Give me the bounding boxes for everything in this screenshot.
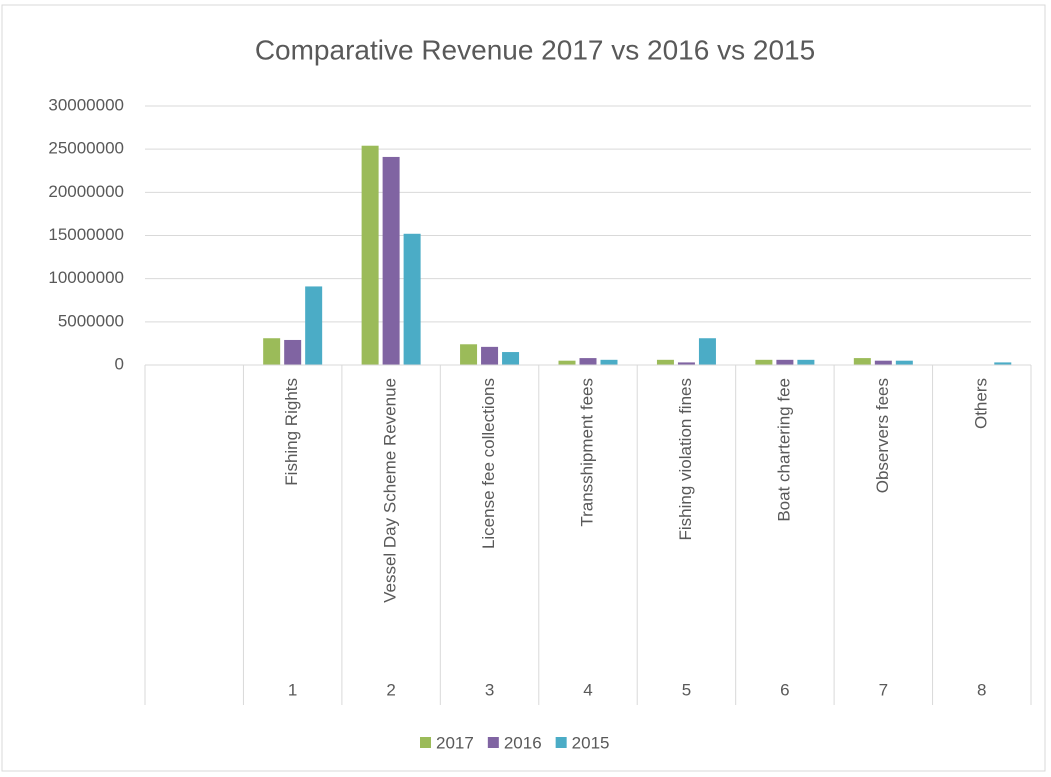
bar [481,346,499,365]
legend-swatch [420,737,431,748]
x-tick-label: Transshipment fees [577,378,596,527]
bar [558,360,576,365]
bar [994,362,1012,365]
y-tick-label: 30000000 [48,95,124,114]
bar [460,344,478,365]
legend-label: 2017 [436,733,474,752]
y-tick-label: 0 [115,354,124,373]
bar [403,233,421,365]
x-group-label: 5 [682,680,691,699]
legend-label: 2015 [572,733,610,752]
x-group-label: 2 [386,680,395,699]
x-tick-label: Vessel Day Scheme Revenue [381,378,400,603]
bar [797,359,815,365]
bar [874,360,892,365]
bar [776,359,794,365]
bar [263,338,281,365]
bar [755,359,773,365]
x-tick-label: License fee collections [479,378,498,549]
bar [853,358,871,365]
chart-title: Comparative Revenue 2017 vs 2016 vs 2015 [255,34,815,65]
legend-swatch [487,737,499,748]
y-tick-label: 25000000 [48,139,124,158]
x-tick-label: Observers fees [873,378,892,493]
x-group-label: 8 [977,680,986,699]
bar [895,360,913,365]
y-tick-label: 20000000 [48,182,124,201]
bar [600,359,618,365]
x-tick-label: Boat chartering fee [774,378,793,522]
legend-swatch [555,737,567,748]
y-tick-label: 10000000 [48,268,124,287]
bar [698,338,716,365]
x-group-label: 6 [780,680,789,699]
bar [677,362,695,365]
x-tick-label: Others [971,378,990,429]
x-tick-label: Fishing Rights [282,378,301,486]
bar [284,339,302,365]
bar [656,359,674,365]
x-group-label: 4 [583,680,592,699]
x-group-label: 1 [288,680,297,699]
bar [305,286,323,365]
x-group-label: 7 [879,680,888,699]
chart-border [1,4,1046,772]
x-group-label: 3 [485,680,494,699]
x-tick-label: Fishing violation fines [676,378,695,541]
legend: 2017 2016 2015 [420,733,609,752]
legend-label: 2016 [504,733,542,752]
bar [502,352,520,365]
bar [382,156,400,365]
bar [361,145,379,365]
y-tick-label: 15000000 [48,225,124,244]
y-tick-label: 5000000 [58,311,124,330]
bar [579,358,597,365]
